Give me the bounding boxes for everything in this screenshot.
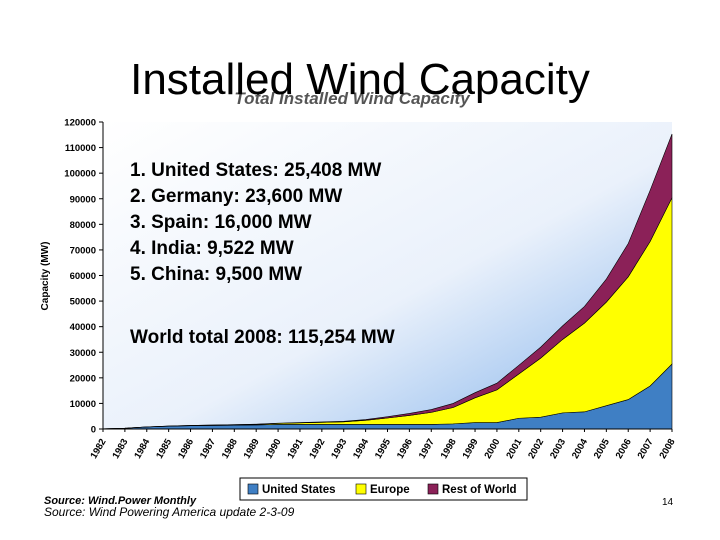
x-tick-label: 2007: [636, 437, 656, 461]
y-tick-label: 70000: [70, 245, 96, 256]
x-tick-label: 1995: [373, 436, 393, 460]
x-tick-label: 1988: [220, 437, 240, 461]
x-tick-label: 2003: [548, 437, 568, 461]
legend-swatch-europe: [355, 483, 367, 495]
area-series-rest-of-world: [102, 133, 673, 430]
page-number: 14: [662, 497, 674, 508]
x-tick-label: 1993: [329, 437, 349, 461]
x-tick-label: 2004: [570, 436, 590, 460]
y-tick-label: 40000: [70, 322, 96, 333]
annotation-rank-2: 2. Germany: 23,600 MW: [130, 186, 342, 207]
legend-label-europe: Europe: [370, 484, 410, 496]
x-tick-label: 2005: [592, 436, 612, 460]
x-tick-label: 2000: [482, 437, 502, 461]
x-tick-label: 1983: [110, 437, 130, 461]
legend-swatch-rest-of-world: [427, 483, 439, 495]
x-tick-label: 1991: [285, 436, 305, 460]
x-tick-label: 1990: [264, 437, 284, 461]
x-tick-label: 1989: [242, 437, 262, 461]
y-tick-label: 90000: [70, 194, 96, 205]
x-tick-label: 1982: [89, 437, 109, 461]
y-tick-label: 120000: [64, 118, 96, 129]
legend-swatch-united-states: [247, 483, 259, 495]
x-tick-label: 1996: [395, 437, 415, 461]
legend-box: [239, 477, 528, 501]
annotation-rank-5: 5. China: 9,500 MW: [130, 264, 302, 285]
x-tick-label: 1985: [154, 436, 174, 460]
x-tick-label: 2001: [504, 436, 524, 460]
chart-title: Total Installed Wind Capacity: [234, 89, 471, 108]
annotation-rank-3: 3. Spain: 16,000 MW: [130, 212, 312, 233]
y-tick-label: 50000: [70, 297, 96, 308]
x-tick-label: 1992: [307, 437, 327, 461]
x-tick-label: 2008: [658, 437, 678, 461]
annotation-world-total: World total 2008: 115,254 MW: [130, 327, 395, 348]
x-tick-label: 1984: [132, 436, 152, 460]
x-tick-label: 1998: [439, 437, 459, 461]
x-tick-label: 1999: [461, 437, 481, 461]
y-tick-label: 20000: [70, 373, 96, 384]
y-tick-label: 0: [91, 425, 96, 436]
x-tick-label: 1987: [198, 437, 218, 461]
annotation-rank-4: 4. India: 9,522 MW: [130, 238, 294, 259]
legend-label-rest-of-world: Rest of World: [442, 484, 517, 496]
x-tick-label: 1986: [176, 437, 196, 461]
x-tick-label: 1994: [351, 436, 371, 460]
legend-label-united-states: United States: [262, 484, 336, 496]
x-tick-label: 1997: [417, 437, 437, 461]
y-axis-label: Capacity (MW): [40, 242, 51, 311]
slide-source: Source: Wind Powering America update 2-3…: [44, 505, 295, 519]
y-tick-label: 60000: [70, 271, 96, 282]
y-tick-label: 80000: [70, 220, 96, 231]
annotation-rank-1: 1. United States: 25,408 MW: [130, 160, 381, 181]
y-tick-label: 10000: [70, 399, 96, 410]
x-tick-label: 2006: [614, 437, 634, 461]
y-tick-label: 110000: [65, 143, 96, 154]
x-tick-label: 2002: [526, 437, 546, 461]
y-tick-label: 100000: [64, 169, 96, 180]
slide-title: Installed Wind Capacity: [130, 55, 590, 104]
chart-source-note: Source: Wind.Power Monthly: [44, 495, 197, 507]
y-tick-label: 30000: [70, 348, 96, 359]
